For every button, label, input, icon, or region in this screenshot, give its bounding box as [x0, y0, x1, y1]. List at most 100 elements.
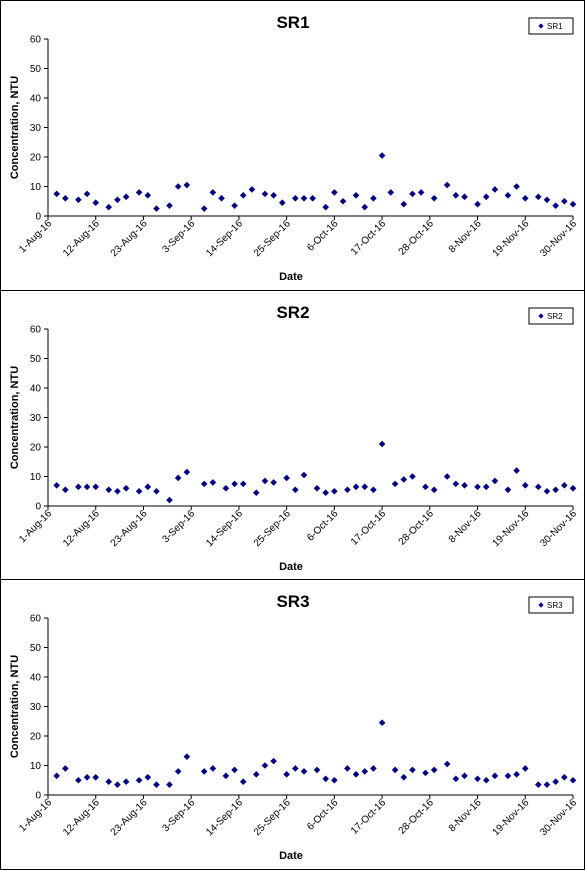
data-point	[491, 186, 499, 193]
data-point	[252, 771, 260, 778]
x-tick-label: 1-Aug-16	[17, 797, 54, 834]
data-point	[543, 781, 551, 788]
x-tick-label: 17-Oct-16	[349, 797, 389, 837]
chart-panel-sr3: SR3 0 10 20 30 40 50 60 1-Aug-16 12-Aug-16 23-Aug-…	[0, 579, 585, 870]
data-point	[209, 189, 217, 196]
data-point	[105, 486, 113, 494]
y-tick-label: 60	[30, 614, 42, 625]
data-point	[491, 477, 499, 485]
data-point	[239, 192, 247, 199]
data-point	[352, 771, 360, 778]
data-point	[400, 476, 408, 483]
data-point	[331, 776, 338, 784]
data-point	[174, 768, 182, 775]
y-tick-label: 10	[30, 761, 42, 772]
data-point	[370, 486, 377, 494]
legend-box	[528, 17, 574, 35]
data-point	[261, 190, 269, 198]
data-point	[92, 199, 100, 207]
data-point	[569, 485, 577, 492]
y-tick-label: 0	[35, 502, 41, 513]
x-tick-label: 6-Oct-16	[305, 218, 341, 254]
x-tick-label: 28-Oct-16	[397, 797, 437, 837]
x-axis-label: Date	[279, 850, 303, 862]
data-point	[75, 776, 82, 784]
y-axis-label: Concentration, NTU	[9, 655, 21, 758]
data-point	[144, 774, 152, 781]
data-point	[552, 778, 559, 786]
data-point	[114, 781, 121, 788]
x-tick-label: 6-Oct-16	[305, 508, 341, 544]
data-point	[344, 765, 351, 772]
data-point	[417, 189, 425, 196]
data-point	[174, 474, 182, 482]
x-tick-label: 3-Sep-16	[160, 508, 197, 545]
data-point	[135, 487, 143, 495]
data-point	[183, 753, 191, 760]
data-point	[361, 203, 369, 211]
x-tick-label: 17-Oct-16	[349, 508, 389, 548]
legend-box	[528, 596, 574, 614]
data-point	[239, 480, 247, 488]
data-point	[62, 486, 69, 494]
data-point	[292, 486, 299, 494]
y-tick-label: 50	[30, 643, 42, 654]
data-point	[209, 765, 217, 772]
x-tick-label: 8-Nov-16	[447, 218, 484, 255]
chart-title: SR2	[276, 303, 309, 322]
data-point	[292, 765, 299, 772]
legend-box	[528, 307, 574, 325]
data-point	[309, 195, 316, 202]
y-tick-label: 10	[30, 472, 42, 483]
data-point	[552, 486, 559, 494]
data-point	[482, 776, 490, 784]
chart-title: SR1	[276, 13, 309, 32]
data-point	[443, 181, 451, 189]
data-point	[387, 189, 395, 196]
data-point	[231, 766, 238, 774]
data-point	[62, 195, 69, 202]
data-point	[53, 772, 60, 780]
data-point	[166, 781, 173, 788]
data-point	[361, 483, 369, 491]
data-point	[452, 775, 460, 783]
y-tick-label: 20	[30, 443, 42, 454]
x-tick-label: 28-Oct-16	[397, 508, 437, 548]
data-point	[222, 485, 230, 492]
data-point	[534, 483, 542, 491]
data-point	[144, 483, 152, 491]
data-point	[543, 487, 551, 495]
y-tick-label: 40	[30, 673, 42, 684]
y-tick-label: 60	[30, 325, 42, 336]
data-point	[248, 186, 256, 193]
y-tick-label: 0	[35, 212, 41, 223]
data-point	[83, 190, 91, 198]
data-point	[513, 467, 520, 474]
data-point	[114, 487, 121, 495]
data-point	[474, 483, 481, 491]
data-point	[313, 485, 321, 492]
data-point	[409, 473, 416, 480]
data-point	[153, 205, 160, 212]
y-tick-label: 20	[30, 732, 42, 743]
data-point	[504, 192, 512, 199]
data-point	[378, 152, 386, 159]
x-axis-label: Date	[279, 561, 303, 573]
data-point	[504, 486, 512, 494]
x-tick-label: 23-Aug-16	[109, 508, 150, 549]
y-tick-label: 10	[30, 182, 42, 193]
data-point	[430, 766, 438, 774]
data-point	[92, 483, 100, 491]
data-point	[231, 480, 238, 488]
data-point	[370, 765, 377, 772]
data-point	[153, 781, 160, 788]
data-point	[200, 480, 208, 488]
x-tick-label: 28-Oct-16	[397, 218, 437, 258]
data-point	[370, 195, 377, 202]
data-point	[183, 468, 191, 476]
legend-label: SR2	[547, 312, 563, 321]
data-point	[231, 202, 238, 209]
data-point	[218, 195, 225, 202]
x-tick-label: 12-Aug-16	[61, 508, 102, 549]
x-tick-label: 12-Aug-16	[61, 218, 102, 259]
